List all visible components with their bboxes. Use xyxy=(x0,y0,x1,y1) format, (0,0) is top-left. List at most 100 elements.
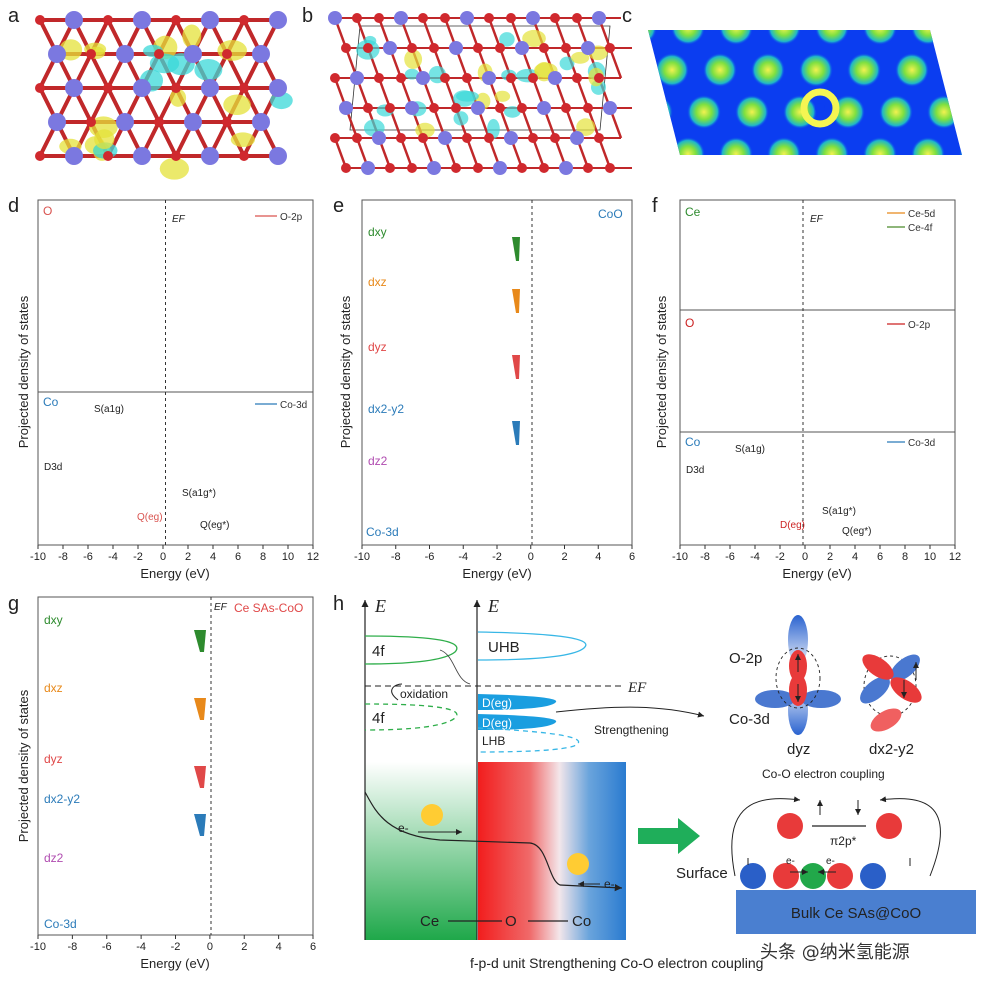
tick-label: 4 xyxy=(210,551,216,563)
o-atom xyxy=(341,163,351,173)
h-deg-2: D(eg) xyxy=(482,716,512,730)
h-e-label-right: E xyxy=(487,596,499,616)
tick-label: -2 xyxy=(171,941,181,953)
o-atom xyxy=(495,103,505,113)
density-lobe xyxy=(94,129,115,149)
co-atom xyxy=(328,11,342,25)
e-row-dx2y2: dx2-y2 xyxy=(368,402,404,416)
panel-label-b: b xyxy=(302,5,313,27)
f-co-title: Co xyxy=(685,435,701,449)
o-atom xyxy=(239,15,249,25)
co-band-block xyxy=(478,762,626,940)
tick-label: 2 xyxy=(561,551,567,563)
watermark: 头条 @纳米氢能源 xyxy=(760,942,910,963)
crying-emoji-icon xyxy=(567,853,589,875)
o-atom xyxy=(222,117,232,127)
o-atom xyxy=(35,83,45,93)
o-atom xyxy=(572,13,582,23)
tick-label: 8 xyxy=(902,551,908,563)
bond xyxy=(377,77,392,109)
o-atom xyxy=(473,163,483,173)
tick-label: 2 xyxy=(185,551,191,563)
tick-label: 2 xyxy=(827,551,833,563)
h-strengthening: Strengthening xyxy=(594,723,669,737)
co-atom xyxy=(427,161,441,175)
tick-label: 0 xyxy=(802,551,808,563)
co-atom xyxy=(581,41,595,55)
o-atom xyxy=(594,133,604,143)
g-ef: EF xyxy=(214,602,228,613)
bond xyxy=(575,77,590,109)
tick-label: -4 xyxy=(750,551,760,563)
d-s-a1g: S(a1g) xyxy=(94,404,124,415)
o-atom xyxy=(171,83,181,93)
f-ce5d-legend: Ce-5d xyxy=(908,209,935,220)
bond xyxy=(89,53,110,89)
tick-label: 8 xyxy=(260,551,266,563)
density-blob xyxy=(767,30,801,45)
o-atom xyxy=(429,43,439,53)
density-blob xyxy=(879,95,913,129)
h-o: O xyxy=(505,913,517,930)
density-blob xyxy=(895,53,929,87)
center-ring xyxy=(800,88,840,128)
h-pi2p: π2p* xyxy=(830,834,857,848)
density-blob xyxy=(975,95,985,129)
tick-label: 4 xyxy=(852,551,858,563)
co-atom xyxy=(65,11,83,29)
o-atom xyxy=(440,73,450,83)
f-ef: EF xyxy=(810,214,824,225)
f-q-eg-star: Q(eg*) xyxy=(842,526,871,537)
tick-label: -4 xyxy=(136,941,146,953)
co-atom xyxy=(252,113,270,131)
bond xyxy=(399,137,414,169)
panel-e: CoO dxy dxz dyz dx2-y2 dz2 Co-3d -10 -8 -6… xyxy=(338,200,635,581)
density-blob xyxy=(648,95,673,129)
density-blob xyxy=(687,95,721,129)
crystal-structure-b xyxy=(328,11,632,175)
tick-label: 4 xyxy=(276,941,282,953)
o-atom xyxy=(171,151,181,161)
co-atom xyxy=(504,131,518,145)
co-atom xyxy=(537,101,551,115)
density-lobe xyxy=(194,58,223,81)
o-atom xyxy=(374,73,384,83)
density-lobe xyxy=(522,29,546,47)
o-atom xyxy=(363,103,373,113)
o-atom xyxy=(583,163,593,173)
density-blob xyxy=(719,30,753,45)
o-atom xyxy=(239,83,249,93)
o-atom xyxy=(440,13,450,23)
h-eminus-1: e- xyxy=(398,821,409,835)
tick-label: 0 xyxy=(160,551,166,563)
g-filled-peak xyxy=(194,814,206,836)
h-4f-bottom: 4f xyxy=(372,710,385,727)
density-lobe xyxy=(576,118,596,136)
o-atom xyxy=(528,133,538,143)
o-atom xyxy=(451,163,461,173)
d-ef: EF xyxy=(172,214,186,225)
d-d3d: D3d xyxy=(44,462,62,473)
f-o-legend: O-2p xyxy=(908,320,931,331)
o-atom xyxy=(484,133,494,143)
tick-label: -8 xyxy=(391,551,401,563)
bond xyxy=(443,77,458,109)
co-atom xyxy=(201,11,219,29)
density-lobe xyxy=(404,49,423,69)
panel-g-frame xyxy=(37,596,314,936)
density-lobe xyxy=(503,106,521,118)
co-atom xyxy=(65,147,83,165)
density-blob xyxy=(655,53,689,87)
d-ylabel: Projected density of states xyxy=(16,295,31,448)
o-atom xyxy=(572,73,582,83)
h-co: Co xyxy=(572,913,591,930)
o-atom xyxy=(583,103,593,113)
o-atom xyxy=(363,43,373,53)
o-atom xyxy=(385,163,395,173)
g-row-dyz: dyz xyxy=(44,752,63,766)
h-e-label-left: E xyxy=(374,596,386,616)
o-atom xyxy=(550,133,560,143)
e-row-dxy: dxy xyxy=(368,225,387,239)
o-atom xyxy=(239,151,249,161)
